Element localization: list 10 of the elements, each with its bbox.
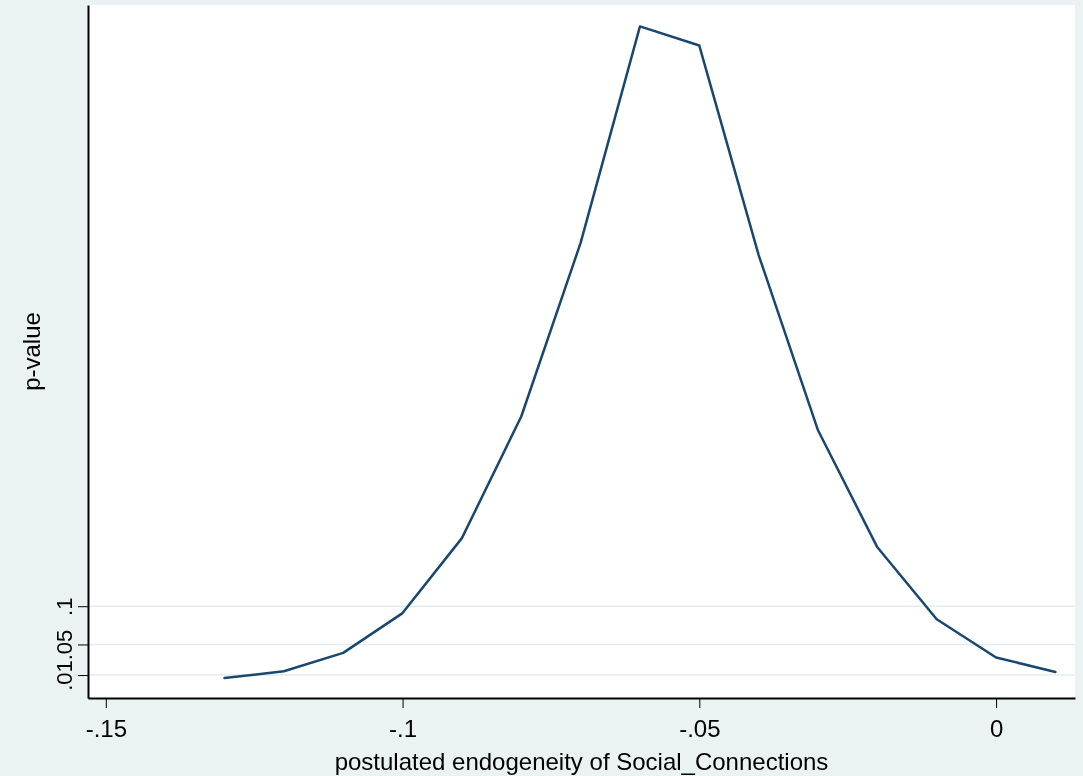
x-tick-label: -.05 bbox=[679, 715, 721, 743]
y-tick-label: .1 bbox=[52, 597, 77, 616]
y-tick-label: .05 bbox=[52, 629, 77, 661]
x-tick-label: 0 bbox=[989, 715, 1004, 743]
y-tick-label: .01 bbox=[52, 660, 77, 691]
x-axis-title: postulated endogeneity of Social_Connections bbox=[334, 748, 829, 775]
line-series bbox=[223, 25, 1057, 680]
x-tick-label: -.1 bbox=[389, 715, 418, 743]
y-axis-title: p-value bbox=[18, 312, 45, 391]
x-tick-label: -.15 bbox=[85, 715, 127, 743]
